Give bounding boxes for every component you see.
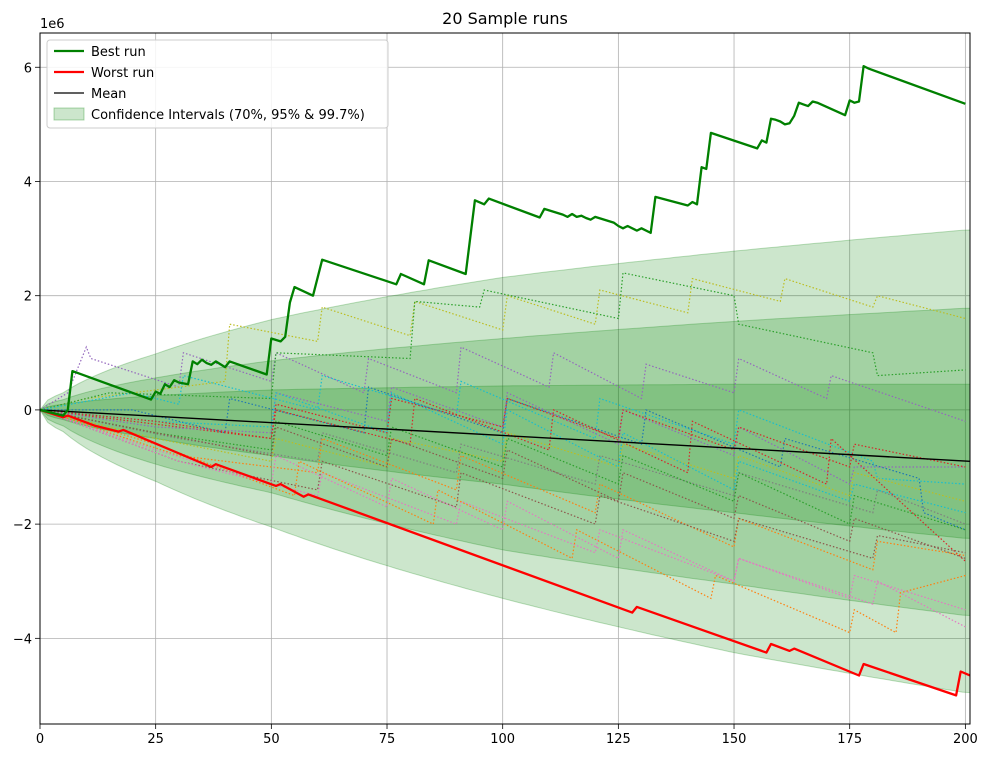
- x-tick-label: 150: [722, 732, 747, 747]
- legend-box: [46, 39, 389, 129]
- sample-run-line-2: [40, 277, 966, 411]
- legend-label: Worst run: [91, 66, 154, 81]
- best-run-line: [40, 64, 966, 417]
- y-tick-label: 2: [24, 290, 32, 305]
- sample-run-line-3: [40, 272, 966, 411]
- sample-run-line-10: [40, 409, 966, 634]
- sample-run-line-7: [40, 409, 966, 571]
- sample-run-line-11: [40, 409, 966, 525]
- sample-run-line-18: [40, 409, 966, 559]
- y-tick-label: 0: [24, 404, 32, 419]
- y-tick-label: −4: [13, 632, 32, 647]
- sample-run-line-13: [40, 386, 966, 485]
- main-lines: [40, 64, 970, 697]
- sample-runs: [40, 272, 966, 634]
- sample-run-line-16: [40, 397, 966, 468]
- x-tick-label: 0: [36, 732, 44, 747]
- x-tick-label: 50: [263, 732, 280, 747]
- chart-title: 20 Sample runs: [442, 9, 568, 28]
- sample-run-line-9: [40, 409, 966, 628]
- x-tick-label: 75: [379, 732, 396, 747]
- legend-label: Mean: [91, 87, 126, 102]
- y-tick-label: 6: [24, 61, 32, 76]
- axis-ticks: 0 25 50 75 100 125 150 175 200 −4 −2 0 2 4 6: [13, 61, 978, 747]
- legend-swatch-confidence: [53, 107, 85, 121]
- mean-line: [40, 409, 970, 462]
- y-tick-label: 4: [24, 175, 32, 190]
- y-offset-label: 1e6: [40, 17, 65, 32]
- x-tick-label: 25: [147, 732, 164, 747]
- worst-run-line: [40, 408, 970, 697]
- x-tick-label: 125: [606, 732, 631, 747]
- sample-run-line-17: [40, 409, 966, 611]
- x-tick-label: 175: [837, 732, 862, 747]
- sample-run-line-15: [40, 409, 966, 531]
- sample-run-line-12: [40, 409, 966, 502]
- legend-label: Best run: [91, 45, 146, 60]
- x-tick-label: 100: [490, 732, 515, 747]
- plot-area-frame: [39, 32, 971, 725]
- legend: Best run Worst run Mean Confidence Interval…: [46, 39, 389, 129]
- legend-label: Confidence Intervals (70%, 95% & 99.7%): [91, 108, 365, 123]
- sample-run-line-14: [40, 391, 966, 514]
- sample-run-line-1: [40, 345, 966, 422]
- x-tick-label: 200: [953, 732, 978, 747]
- sample-run-line-4: [40, 374, 966, 485]
- y-tick-label: −2: [13, 518, 32, 533]
